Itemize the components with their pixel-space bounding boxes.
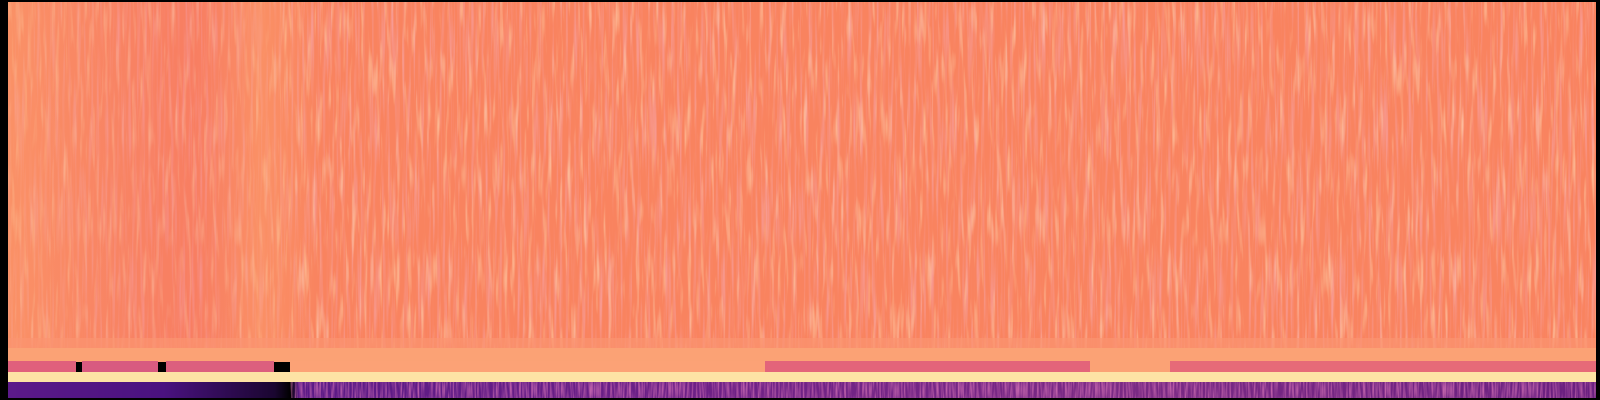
band-segment bbox=[1170, 361, 1596, 372]
band-row bbox=[4, 348, 1596, 362]
band-segment bbox=[166, 361, 274, 372]
bottom-texture bbox=[290, 382, 1596, 398]
band-segment bbox=[82, 361, 158, 372]
band-segment bbox=[290, 361, 765, 372]
low-band bbox=[4, 338, 1596, 348]
bright-row bbox=[4, 372, 1596, 382]
band-segment bbox=[8, 361, 76, 372]
left-wash bbox=[4, 2, 1596, 354]
left-edge bbox=[0, 0, 8, 400]
band-segment bbox=[1090, 361, 1170, 372]
band-segment bbox=[765, 361, 1090, 372]
